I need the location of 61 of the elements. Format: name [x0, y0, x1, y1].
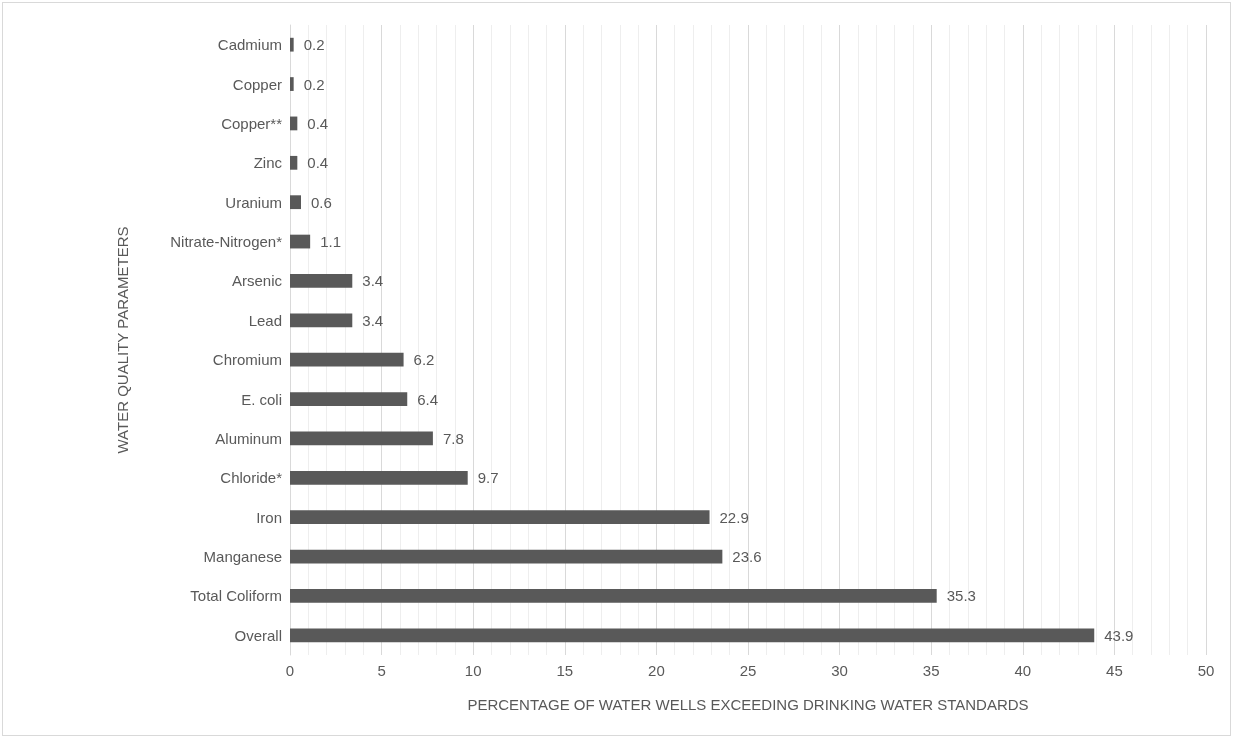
bar — [290, 431, 433, 446]
bar — [290, 510, 710, 525]
y-tick-label: Iron — [256, 508, 282, 526]
y-tick-label: Chloride* — [220, 469, 283, 487]
data-label: 22.9 — [719, 508, 749, 526]
y-tick-label: Chromium — [212, 351, 282, 369]
data-label: 3.4 — [362, 311, 384, 329]
x-tick-label: 10 — [464, 662, 482, 679]
x-tick-label: 20 — [648, 662, 665, 679]
bar — [290, 313, 353, 328]
y-tick-label: Zinc — [253, 154, 283, 172]
x-tick-label: 50 — [1197, 662, 1215, 679]
y-tick-label: Arsenic — [231, 272, 283, 290]
bar — [290, 195, 301, 210]
y-tick-label: Overall — [234, 626, 282, 644]
data-label: 3.4 — [362, 272, 384, 290]
y-tick-label: E. coli — [241, 390, 282, 408]
data-label: 1.1 — [320, 233, 342, 251]
bar — [290, 37, 294, 52]
bar — [290, 274, 353, 288]
x-tick-label: 35 — [922, 662, 940, 679]
y-tick-label: Aluminum — [215, 429, 282, 447]
x-tick-label: 40 — [1014, 662, 1032, 679]
data-label: 0.2 — [303, 75, 325, 93]
y-tick-label: Cadmium — [217, 36, 282, 54]
y-tick-label: Manganese — [203, 548, 282, 566]
data-label: 6.4 — [417, 390, 439, 408]
x-tick-label: 15 — [556, 662, 574, 679]
x-axis-title: PERCENTAGE OF WATER WELLS EXCEEDING DRINKING WATER STANDARDS — [467, 696, 1029, 713]
data-label: 7.8 — [442, 429, 464, 447]
data-label: 0.4 — [307, 154, 329, 172]
bar — [290, 352, 404, 367]
y-tick-label: Copper** — [221, 114, 283, 132]
x-tick-label: 5 — [377, 662, 386, 679]
y-tick-label: Nitrate-Nitrogen* — [170, 233, 283, 251]
data-label: 0.2 — [303, 36, 325, 54]
bar — [290, 470, 468, 485]
data-label: 0.4 — [307, 114, 329, 132]
y-axis-title: WATER QUALITY PARAMETERS — [114, 226, 131, 454]
x-tick-label: 30 — [831, 662, 848, 679]
data-label: 23.6 — [732, 548, 762, 566]
bar — [290, 549, 723, 564]
data-label: 9.7 — [477, 469, 499, 487]
bar — [290, 628, 1095, 643]
y-tick-label: Copper — [232, 75, 282, 93]
data-label: 35.3 — [946, 587, 976, 605]
data-label: 0.6 — [310, 193, 332, 211]
y-tick-label: Lead — [248, 311, 282, 329]
bar — [290, 77, 294, 91]
bar — [290, 155, 298, 170]
data-label: 6.2 — [413, 351, 435, 369]
bar — [290, 589, 937, 603]
bar — [290, 116, 298, 131]
x-tick-label: 25 — [739, 662, 757, 679]
data-label: 43.9 — [1104, 626, 1134, 644]
bar — [290, 392, 408, 406]
y-tick-label: Uranium — [225, 193, 282, 211]
x-tick-label: 0 — [285, 662, 295, 679]
bar — [290, 234, 311, 249]
x-tick-label: 45 — [1106, 662, 1123, 679]
y-tick-label: Total Coliform — [190, 587, 282, 605]
